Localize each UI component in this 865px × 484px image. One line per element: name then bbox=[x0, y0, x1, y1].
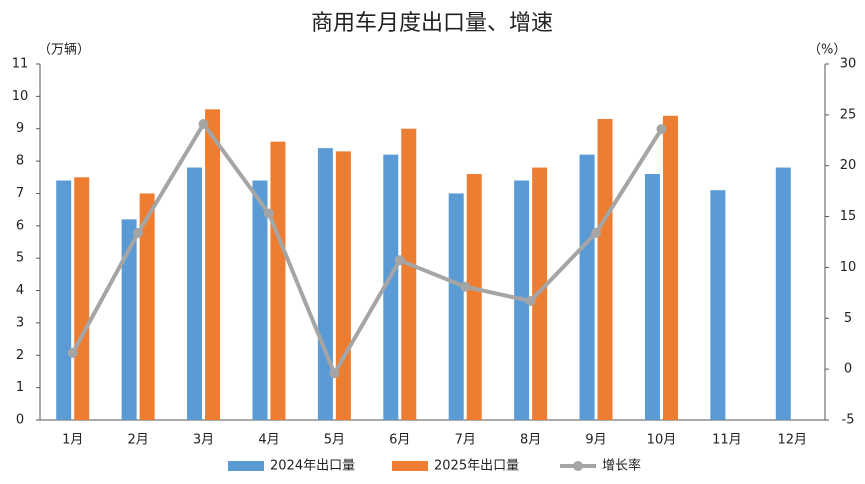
x-tick-label: 8月 bbox=[520, 433, 541, 448]
x-tick-label: 3月 bbox=[193, 433, 214, 448]
bar bbox=[662, 115, 678, 421]
bar bbox=[56, 180, 72, 420]
bar bbox=[597, 119, 613, 420]
line-marker bbox=[67, 347, 78, 358]
y-tick-label: 2 bbox=[16, 348, 24, 363]
y2-tick-label: 20 bbox=[840, 158, 857, 173]
line-marker bbox=[656, 124, 667, 135]
legend-swatch bbox=[392, 461, 428, 471]
y-tick-label: 5 bbox=[16, 251, 24, 266]
bar bbox=[121, 219, 137, 420]
line-marker bbox=[394, 255, 405, 266]
x-tick-label: 10月 bbox=[647, 433, 677, 448]
line-marker bbox=[591, 227, 602, 238]
x-tick-label: 9月 bbox=[585, 433, 606, 448]
bar bbox=[710, 190, 726, 420]
bar bbox=[139, 193, 155, 420]
x-tick-label: 11月 bbox=[712, 433, 742, 448]
x-tick-label: 1月 bbox=[62, 433, 83, 448]
bar bbox=[252, 180, 268, 420]
y-tick-label: 8 bbox=[16, 154, 24, 169]
bar bbox=[205, 109, 221, 421]
bar bbox=[448, 193, 464, 420]
x-tick-label: 7月 bbox=[455, 433, 476, 448]
bar bbox=[775, 167, 791, 420]
y-tick-label: 4 bbox=[16, 283, 24, 298]
line bbox=[70, 122, 664, 376]
y-tick-label: 6 bbox=[16, 218, 24, 233]
y-tick-label: 9 bbox=[16, 121, 24, 136]
legend-marker bbox=[573, 461, 583, 471]
y-tick-label: 3 bbox=[16, 315, 24, 330]
y-tick-label: 7 bbox=[16, 186, 24, 201]
y-tick-label: 1 bbox=[16, 380, 24, 395]
bar bbox=[644, 174, 660, 420]
bar bbox=[579, 154, 595, 421]
y2-tick-label: 15 bbox=[840, 209, 857, 224]
x-tick-label: 6月 bbox=[389, 433, 410, 448]
y-axis-label: （万辆） bbox=[38, 43, 90, 58]
y2-tick-label: 25 bbox=[840, 107, 857, 122]
line-marker bbox=[460, 281, 471, 292]
y2-tick-label: 0 bbox=[844, 362, 852, 377]
bar bbox=[187, 167, 203, 420]
bar bbox=[401, 128, 417, 420]
x-tick-label: 2月 bbox=[127, 433, 148, 448]
y-tick-label: 11 bbox=[12, 57, 29, 72]
y2-tick-label: 10 bbox=[840, 260, 857, 275]
x-tick-label: 12月 bbox=[778, 433, 808, 448]
bar bbox=[466, 174, 482, 420]
legend-label: 2024年出口量 bbox=[270, 459, 355, 474]
y-tick-label: 0 bbox=[16, 413, 24, 428]
legend-label: 2025年出口量 bbox=[434, 459, 519, 474]
bar bbox=[335, 151, 351, 420]
bar bbox=[270, 141, 286, 420]
bar bbox=[74, 177, 90, 420]
x-tick-label: 5月 bbox=[324, 433, 345, 448]
x-tick-label: 4月 bbox=[258, 433, 279, 448]
legend-swatch bbox=[228, 461, 264, 471]
y2-tick-label: 5 bbox=[844, 311, 852, 326]
bar bbox=[317, 148, 333, 421]
y2-tick-label: -5 bbox=[842, 413, 855, 428]
line-marker bbox=[198, 119, 209, 130]
line-marker bbox=[133, 227, 144, 238]
chart-title: 商用车月度出口量、增速 bbox=[311, 11, 553, 36]
line-marker bbox=[525, 295, 536, 306]
line-marker bbox=[329, 368, 340, 379]
bar bbox=[383, 154, 399, 421]
y2-tick-label: 30 bbox=[840, 57, 857, 72]
y-tick-label: 10 bbox=[12, 89, 29, 104]
y2-axis-label: （%） bbox=[808, 43, 846, 58]
line-marker bbox=[263, 208, 274, 219]
legend-label: 增长率 bbox=[602, 458, 641, 474]
